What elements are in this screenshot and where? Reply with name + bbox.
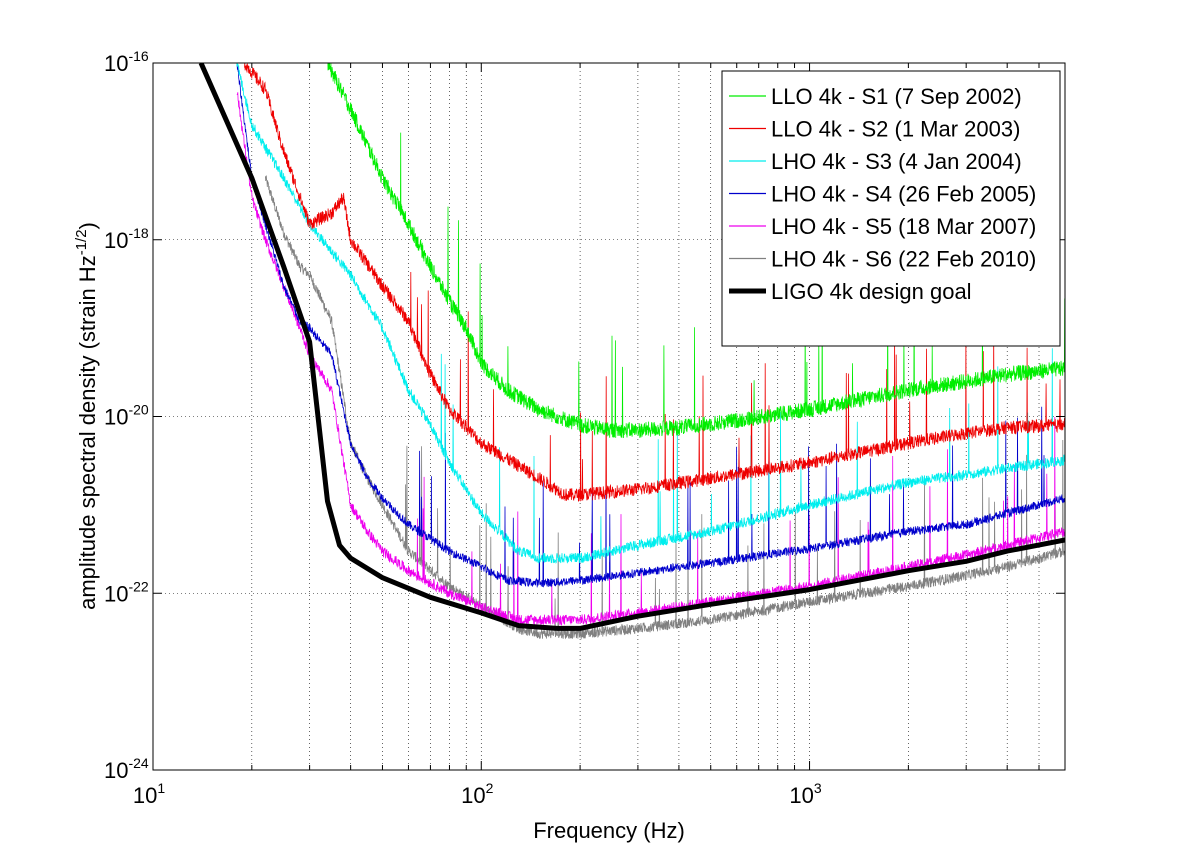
series-line [236, 63, 1065, 564]
series-line [236, 92, 1065, 626]
series-line [236, 63, 1065, 588]
tick-marks [153, 62, 1065, 771]
x-axis-label: Frequency (Hz) [533, 818, 685, 843]
y-tick-label: 10-20 [104, 402, 149, 430]
y-axis-label-exponent: -1/2 [73, 229, 90, 255]
tick-labels: 101 102 103 10-24 10-22 10-20 10-18 10-16 [104, 48, 822, 808]
y-tick-label: 10-16 [104, 48, 149, 76]
legend-label: LHO 4k - S6 (22 Feb 2010) [771, 247, 1036, 272]
x-tick-label: 101 [133, 780, 165, 808]
series-line [265, 175, 1065, 640]
series-line [198, 63, 1065, 631]
x-tick-label: 103 [789, 780, 821, 808]
y-tick-label: 10-22 [104, 578, 149, 606]
legend-label: LLO 4k - S1 (7 Sep 2002) [771, 84, 1022, 109]
y-tick-label: 10-18 [104, 225, 149, 253]
series-group [198, 63, 1065, 640]
legend-label: LHO 4k - S5 (18 Mar 2007) [771, 214, 1036, 239]
legend-label: LIGO 4k design goal [771, 279, 972, 304]
legend-label: LLO 4k - S2 (1 Mar 2003) [771, 117, 1020, 142]
series-line [327, 63, 1065, 439]
y-axis-label-main: amplitude spectral density (strain Hz [75, 255, 100, 610]
series-line [244, 63, 1065, 502]
y-tick-label: 10-24 [104, 755, 149, 783]
legend-box [721, 70, 1061, 347]
y-axis-label: amplitude spectral density (strain Hz-1/… [73, 222, 100, 610]
x-tick-label: 102 [461, 780, 493, 808]
legend: LLO 4k - S1 (7 Sep 2002) LLO 4k - S2 (1 M… [721, 70, 1061, 347]
legend-label: LHO 4k - S4 (26 Feb 2005) [771, 182, 1036, 207]
legend-label: LHO 4k - S3 (4 Jan 2004) [771, 149, 1022, 174]
y-axis-label-close: ) [75, 222, 100, 229]
